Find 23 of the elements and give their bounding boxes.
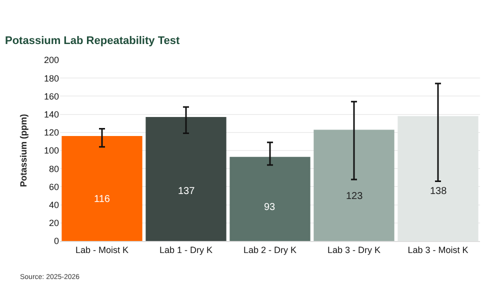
y-tick-label: 0: [54, 236, 59, 246]
y-tick-label: 80: [48, 164, 59, 174]
y-tick-label: 200: [44, 55, 59, 66]
data-label: 123: [346, 191, 364, 202]
x-tick-label: Lab 1 - Dry K: [159, 244, 213, 255]
x-tick-label: Lab - Moist K: [75, 244, 129, 255]
x-tick-label: Lab 2 - Dry K: [243, 244, 297, 255]
y-tick-label: 180: [44, 73, 59, 84]
y-tick-label: 20: [48, 218, 59, 228]
y-tick-label: 100: [44, 146, 59, 156]
y-tick-label: 60: [48, 182, 59, 192]
x-tick-label: Lab 3 - Dry K: [327, 244, 381, 255]
x-tick-label: Lab 3 - Moist K: [408, 244, 468, 255]
y-axis-title: Potassium (ppm): [18, 114, 28, 188]
data-label: 93: [264, 202, 276, 213]
y-tick-label: 40: [48, 200, 59, 210]
data-label: 138: [430, 186, 448, 197]
y-tick-label: 160: [44, 91, 59, 102]
chart-title: Potassium Lab Repeatability Test: [5, 35, 180, 48]
y-tick-label: 120: [44, 128, 59, 138]
y-tick-label: 140: [44, 109, 59, 120]
data-label: 137: [178, 186, 196, 197]
data-label: 116: [94, 194, 110, 205]
